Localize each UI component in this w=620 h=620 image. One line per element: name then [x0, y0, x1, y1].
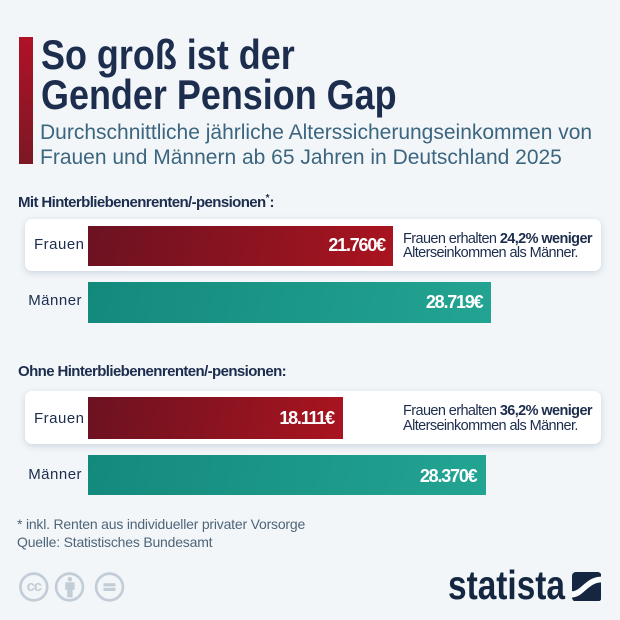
svg-text:cc: cc — [27, 578, 42, 595]
